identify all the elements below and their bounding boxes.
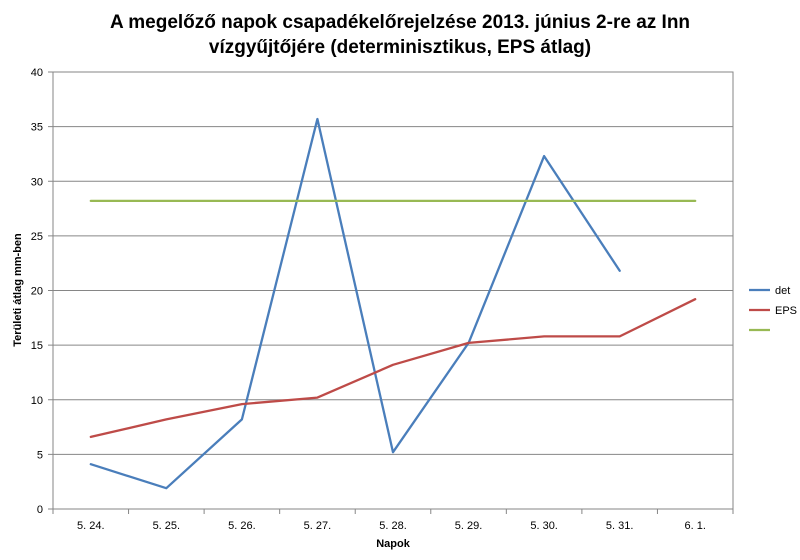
chart-title-line-1: A megelőző napok csapadékelőrejelzése 20… bbox=[110, 12, 690, 33]
legend-label-EPS: EPS bbox=[775, 305, 797, 317]
x-tick-label: 6. 1. bbox=[685, 520, 706, 532]
y-tick-label: 35 bbox=[31, 122, 43, 134]
y-tick-label: 0 bbox=[37, 504, 43, 516]
y-tick-label: 20 bbox=[31, 286, 43, 298]
y-tick-labels: 0 5 10 15 20 25 30 35 40 bbox=[31, 67, 43, 516]
series-lines bbox=[89, 117, 697, 490]
x-tick-labels: 5. 24. 5. 25. 5. 26. 5. 27. 5. 28. 5. 29. 5. 3… bbox=[77, 520, 706, 532]
y-tick-label: 10 bbox=[31, 395, 43, 407]
y-tick-label: 5 bbox=[37, 449, 43, 461]
x-tick-label: 5. 24. bbox=[77, 520, 105, 532]
legend-label-det: det bbox=[775, 285, 790, 297]
x-axis-title: Napok bbox=[376, 538, 411, 550]
x-tick-label: 5. 25. bbox=[153, 520, 181, 532]
series-line-EPS bbox=[89, 298, 697, 439]
y-tick-label: 40 bbox=[31, 67, 43, 79]
x-tick-label: 5. 26. bbox=[228, 520, 256, 532]
grid bbox=[48, 71, 734, 514]
x-tick-label: 5. 27. bbox=[304, 520, 332, 532]
chart-title-line-2: vízgyűjtőjére (determinisztikus, EPS átl… bbox=[209, 37, 591, 58]
series-line-det bbox=[89, 117, 621, 490]
x-tick-label: 5. 29. bbox=[455, 520, 483, 532]
y-tick-label: 25 bbox=[31, 231, 43, 243]
x-tick-label: 5. 28. bbox=[379, 520, 407, 532]
x-tick-label: 5. 31. bbox=[606, 520, 634, 532]
legend: det EPS bbox=[749, 285, 797, 332]
plot-area-border bbox=[52, 71, 734, 510]
y-axis-title: Területi átlag mm-ben bbox=[12, 233, 24, 347]
y-tick-label: 15 bbox=[31, 340, 43, 352]
y-tick-label: 30 bbox=[31, 176, 43, 188]
x-tick-label: 5. 30. bbox=[530, 520, 558, 532]
